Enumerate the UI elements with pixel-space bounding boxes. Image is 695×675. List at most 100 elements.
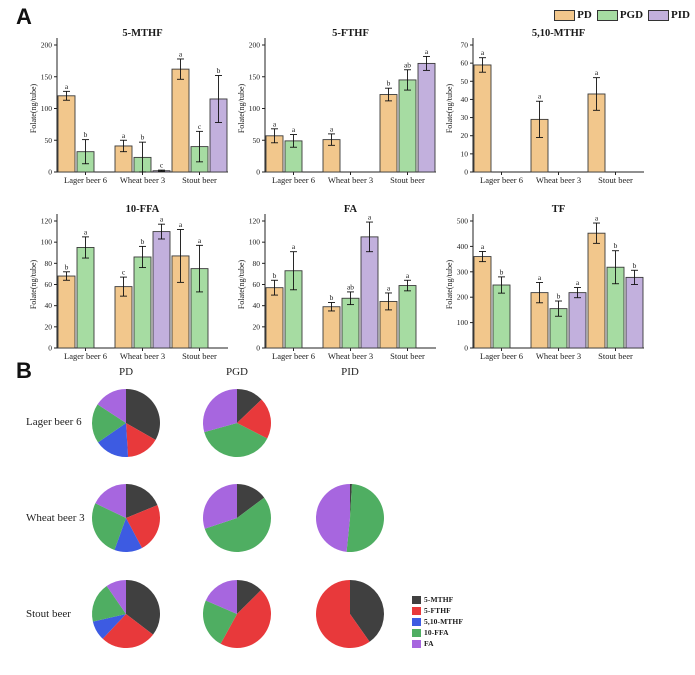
svg-text:b: b: [141, 237, 145, 246]
pie-legend-swatch-icon: [412, 617, 421, 626]
pie-row-label-stout: Stout beer: [26, 608, 71, 620]
svg-text:a: a: [330, 124, 334, 133]
pie-row-label-wheat: Wheat beer 3: [26, 512, 85, 524]
pie-chart-wheat-beer-3-pid: [310, 478, 390, 558]
svg-text:50: 50: [253, 136, 261, 145]
svg-text:b: b: [217, 66, 221, 75]
svg-text:a: a: [425, 47, 429, 56]
svg-text:0: 0: [256, 344, 260, 353]
svg-text:10: 10: [461, 149, 469, 158]
svg-text:Folate(ng/tube): Folate(ng/tube): [237, 84, 246, 134]
svg-text:80: 80: [45, 259, 53, 268]
svg-text:Wheat beer 3: Wheat beer 3: [120, 175, 165, 185]
pie-slice-10-ffa: [203, 600, 237, 644]
pie-legend-label: 5-FTHF: [424, 606, 451, 615]
legend-label: PID: [671, 9, 690, 21]
svg-text:40: 40: [461, 95, 469, 104]
svg-text:a: a: [595, 68, 599, 77]
svg-text:a: a: [122, 131, 126, 140]
svg-text:5-MTHF: 5-MTHF: [122, 28, 162, 39]
svg-text:50: 50: [461, 77, 469, 86]
svg-text:a: a: [595, 214, 599, 223]
svg-text:10-FFA: 10-FFA: [126, 204, 160, 215]
pie-slice-fa: [95, 484, 126, 518]
svg-text:20: 20: [461, 131, 469, 140]
svg-text:Folate(ng/tube): Folate(ng/tube): [237, 260, 246, 310]
pie-chart-legend: 5-MTHF 5-FTHF 5,10-MTHF 10-FFA FA: [412, 595, 463, 648]
svg-text:Wheat beer 3: Wheat beer 3: [328, 175, 373, 185]
svg-text:a: a: [538, 92, 542, 101]
svg-text:Wheat beer 3: Wheat beer 3: [328, 351, 373, 361]
pie-slice-5-mthf: [350, 580, 384, 642]
pie-legend-swatch-icon: [412, 628, 421, 637]
svg-text:0: 0: [48, 344, 52, 353]
pie-slice-5-mthf: [126, 580, 160, 635]
pie-slice-10-ffa: [346, 484, 385, 552]
svg-text:Wheat beer 3: Wheat beer 3: [536, 175, 581, 185]
svg-text:Folate(ng/tube): Folate(ng/tube): [445, 84, 454, 134]
svg-text:a: a: [368, 213, 372, 222]
bar-chart-FA: FA 0 20 40 60 80 100 120 Folate(ng/tube) Lager be…: [236, 200, 444, 368]
svg-text:a: a: [538, 273, 542, 282]
pie-slice-5-mthf: [237, 389, 262, 423]
svg-text:a: a: [65, 82, 69, 91]
svg-text:ab: ab: [347, 282, 354, 291]
svg-text:b: b: [65, 262, 69, 271]
pie-slice-5-fthf: [102, 614, 154, 648]
legend-label: PD: [577, 9, 592, 21]
svg-text:a: a: [292, 242, 296, 251]
bar-chart-5-FTHF: 5-FTHF 0 50 100 150 200 Folate(ng/tube) Lager b…: [236, 24, 444, 192]
pie-legend-entry-fa: FA: [412, 639, 463, 648]
pie-legend-swatch-icon: [412, 606, 421, 615]
pie-legend-swatch-icon: [412, 595, 421, 604]
svg-text:b: b: [330, 293, 334, 302]
pie-legend-entry-5-fthf: 5-FTHF: [412, 606, 463, 615]
svg-text:Lager beer 6: Lager beer 6: [480, 175, 523, 185]
pie-chart-wheat-beer-3-pgd: [197, 478, 277, 558]
svg-text:a: a: [179, 220, 183, 229]
svg-text:300: 300: [457, 267, 469, 276]
pie-column-header-pid: PID: [341, 366, 359, 378]
legend-entry-pgd: PGD: [596, 9, 644, 21]
bar-chart-5,10-MTHF: 5,10-MTHF 0 10 20 30 40 50 60 70 Folate(ng/tube) L…: [444, 24, 652, 192]
pie-chart-lager-beer-6-pgd: [197, 383, 277, 463]
pie-legend-entry-5-mthf: 5-MTHF: [412, 595, 463, 604]
svg-text:40: 40: [253, 301, 261, 310]
svg-text:b: b: [84, 130, 88, 139]
svg-text:TF: TF: [552, 204, 565, 215]
pie-legend-label: 5-MTHF: [424, 595, 454, 604]
pie-chart-lager-beer-6-pd: [86, 383, 166, 463]
pie-slice-10-ffa: [92, 503, 126, 550]
panel-b-label: B: [16, 358, 32, 383]
legend-entry-pid: PID: [648, 9, 690, 21]
legend-label: PGD: [619, 9, 644, 21]
svg-text:Wheat beer 3: Wheat beer 3: [536, 351, 581, 361]
svg-text:100: 100: [249, 238, 261, 247]
svg-text:40: 40: [45, 301, 53, 310]
legend-swatch-icon: [554, 9, 576, 21]
svg-text:a: a: [387, 283, 391, 292]
svg-text:c: c: [122, 268, 126, 277]
svg-text:100: 100: [41, 104, 53, 113]
pie-column-header-pd: PD: [118, 366, 134, 378]
svg-text:c: c: [160, 161, 164, 170]
svg-text:20: 20: [45, 322, 53, 331]
pie-chart-stout-beer-pd: [86, 574, 166, 654]
svg-text:b: b: [557, 292, 561, 301]
pie-slice-5-mthf: [126, 484, 158, 518]
panel-a-label: A: [16, 4, 32, 29]
pie-slice-fa: [316, 484, 350, 552]
svg-text:c: c: [198, 122, 202, 131]
pie-slice-5-fthf: [220, 590, 271, 648]
pie-slice-fa: [205, 580, 237, 614]
pie-chart-wheat-beer-3-pd: [86, 478, 166, 558]
svg-text:0: 0: [48, 168, 52, 177]
pie-slice-5-fthf: [126, 423, 156, 457]
svg-text:0: 0: [464, 344, 468, 353]
pie-legend-label: FA: [424, 639, 434, 648]
svg-text:Stout beer: Stout beer: [390, 175, 425, 185]
bar-chart-TF: TF 0 100 200 300 400 500 Folate(ng/tube) Lager b…: [444, 200, 652, 368]
svg-text:Folate(ng/tube): Folate(ng/tube): [445, 260, 454, 310]
pie-row-label-lager: Lager beer 6: [26, 416, 82, 428]
